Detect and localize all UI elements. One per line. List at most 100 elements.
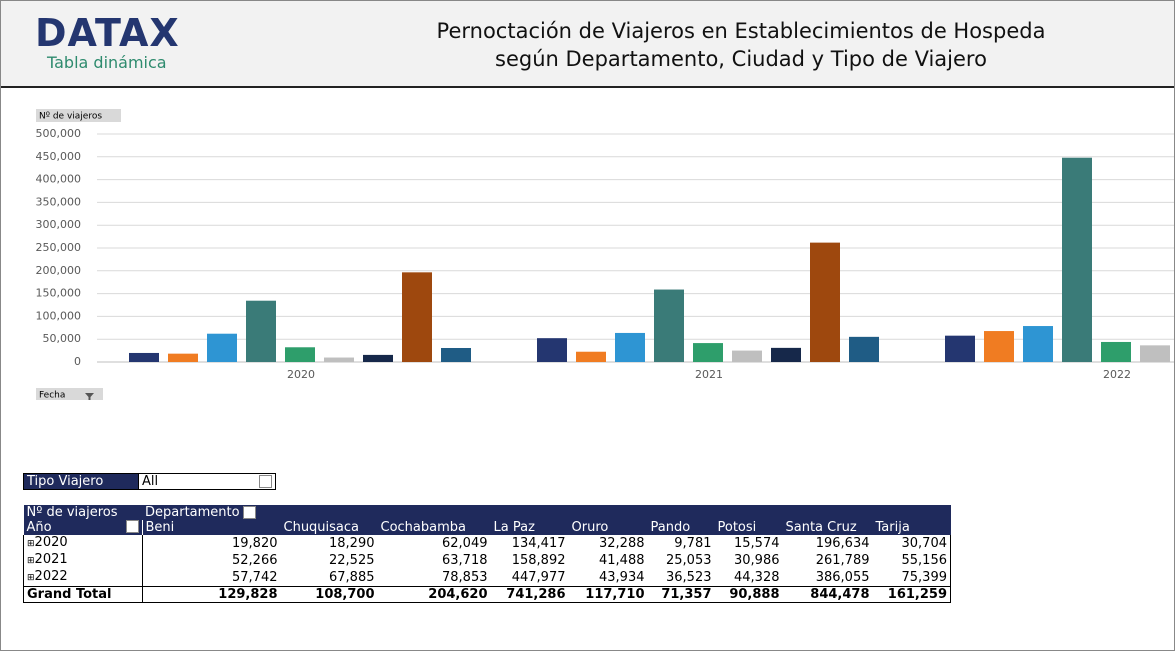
bar <box>1023 326 1053 362</box>
bar <box>537 338 567 362</box>
cell-text: 2020 <box>34 535 68 550</box>
total-cell: 741,286 <box>490 586 569 603</box>
value-cell: 41,488 <box>569 552 648 569</box>
bar <box>1140 345 1170 362</box>
bar <box>654 289 684 362</box>
value-cell: 55,156 <box>872 552 951 569</box>
bar <box>810 242 840 362</box>
value-cell: 78,853 <box>378 569 491 587</box>
value-cell: 57,742 <box>142 569 281 587</box>
chart: Nº de viajeros Fecha 0 50,000 100,000 150,0… <box>36 109 1174 401</box>
cell-text: 57,742 <box>232 570 278 585</box>
value-cell: 447,977 <box>491 569 569 587</box>
value-cell: 32,288 <box>569 535 648 552</box>
value-cell: 261,789 <box>783 552 873 569</box>
value-cell: 67,885 <box>281 569 378 587</box>
value-cell: 30,986 <box>715 552 783 569</box>
y-tick-label: 300,000 <box>36 218 82 231</box>
data-row: ⊞2022 57,742 67,885 78,853 447,977 43,934 36,5… <box>23 569 951 587</box>
bar <box>246 300 276 362</box>
bar <box>576 351 606 362</box>
dropdown-button[interactable] <box>242 506 256 519</box>
x-filter-label[interactable]: Fecha <box>39 391 65 401</box>
cell-text: 9,781 <box>674 536 712 551</box>
column-header: Oruro <box>568 520 648 535</box>
cell-text: 67,885 <box>329 570 375 585</box>
bar <box>207 333 237 362</box>
value-cell: 43,934 <box>569 569 648 587</box>
y-tick-label: 100,000 <box>36 309 82 322</box>
dropdown-button[interactable] <box>125 520 139 533</box>
column-field-label: Departamento <box>145 505 240 520</box>
row-label: ⊞2020 <box>23 535 143 552</box>
value-cell: 386,055 <box>783 569 873 587</box>
cell-text: 44,328 <box>734 570 780 585</box>
total-cell: 90,888 <box>714 586 783 603</box>
corner-cell: Nº de viajeros <box>23 505 142 520</box>
total-row: Grand Total 129,828 108,700 204,620 741,286 1… <box>23 586 951 603</box>
filter-button[interactable] <box>36 388 103 400</box>
total-cell: 204,620 <box>377 586 491 603</box>
expand-icon[interactable]: ⊞ <box>27 539 35 549</box>
y-label-box <box>36 109 121 122</box>
bar <box>402 272 432 362</box>
value-cell: 36,523 <box>648 569 715 587</box>
y-tick-label: 150,000 <box>36 287 82 300</box>
bar <box>849 336 879 362</box>
y-tick-label: 350,000 <box>36 195 82 208</box>
bar <box>324 357 354 362</box>
y-tick-label: 200,000 <box>36 264 82 277</box>
y-tick-label: 0 <box>74 355 81 368</box>
expand-icon[interactable]: ⊞ <box>27 556 35 566</box>
value-cell: 18,290 <box>281 535 378 552</box>
cell-text: 19,820 <box>232 536 278 551</box>
cell-text: 2021 <box>34 552 68 567</box>
logo-subtitle: Tabla dinámica <box>47 53 167 72</box>
bar <box>945 335 975 362</box>
cell-text: 63,718 <box>442 553 488 568</box>
dropdown-button[interactable] <box>259 475 272 488</box>
cell-text: 15,574 <box>734 536 780 551</box>
total-cell: 844,478 <box>782 586 873 603</box>
expand-icon[interactable]: ⊞ <box>27 573 35 583</box>
total-cell: 71,357 <box>647 586 715 603</box>
bar <box>732 350 762 362</box>
cell-text: 261,789 <box>815 553 870 568</box>
bar <box>129 352 159 362</box>
data-row: ⊞2020 19,820 18,290 62,049 134,417 32,288 9,78… <box>23 535 951 552</box>
total-cell: 108,700 <box>280 586 378 603</box>
bar <box>693 343 723 362</box>
value-cell: 63,718 <box>378 552 491 569</box>
filter-dropdown[interactable]: All <box>139 473 276 490</box>
filter-icon <box>85 393 94 400</box>
bar <box>363 354 393 362</box>
cell-text: 18,290 <box>329 536 375 551</box>
column-header: Santa Cruz <box>782 520 873 535</box>
row-field-label: Año <box>26 520 52 535</box>
value-cell: 134,417 <box>491 535 569 552</box>
cell-text: 41,488 <box>599 553 645 568</box>
bar <box>615 332 645 362</box>
bar <box>1062 157 1092 362</box>
row-field: Año <box>23 520 143 535</box>
x-tick-label: 2021 <box>695 368 723 381</box>
cell-text: 30,704 <box>901 536 948 551</box>
y-axis-label: Nº de viajeros <box>39 112 102 122</box>
pivot-table: Nº de viajeros Departamento Año Beni Chuquis… <box>23 505 951 603</box>
cell-text: 196,634 <box>815 536 870 551</box>
value-cell: 15,574 <box>715 535 783 552</box>
column-header: La Paz <box>490 520 569 535</box>
value-cell: 196,634 <box>783 535 873 552</box>
cell-text: 447,977 <box>511 570 566 585</box>
cell-text: 78,853 <box>442 570 488 585</box>
row-label: ⊞2022 <box>23 569 143 587</box>
y-tick-label: 450,000 <box>36 150 82 163</box>
title-line: según Departamento, Ciudad y Tipo de Via… <box>495 47 987 71</box>
filter-label: Tipo Viajero <box>23 473 139 490</box>
header: DATAX Tabla dinámica Pernoctación de Via… <box>1 1 1174 88</box>
filter-value[interactable]: All <box>142 474 159 489</box>
bar <box>285 347 315 362</box>
cell-text: 62,049 <box>442 536 488 551</box>
cell-text: 75,399 <box>901 570 948 585</box>
title-line: Pernoctación de Viajeros en Establecimie… <box>436 19 1046 43</box>
